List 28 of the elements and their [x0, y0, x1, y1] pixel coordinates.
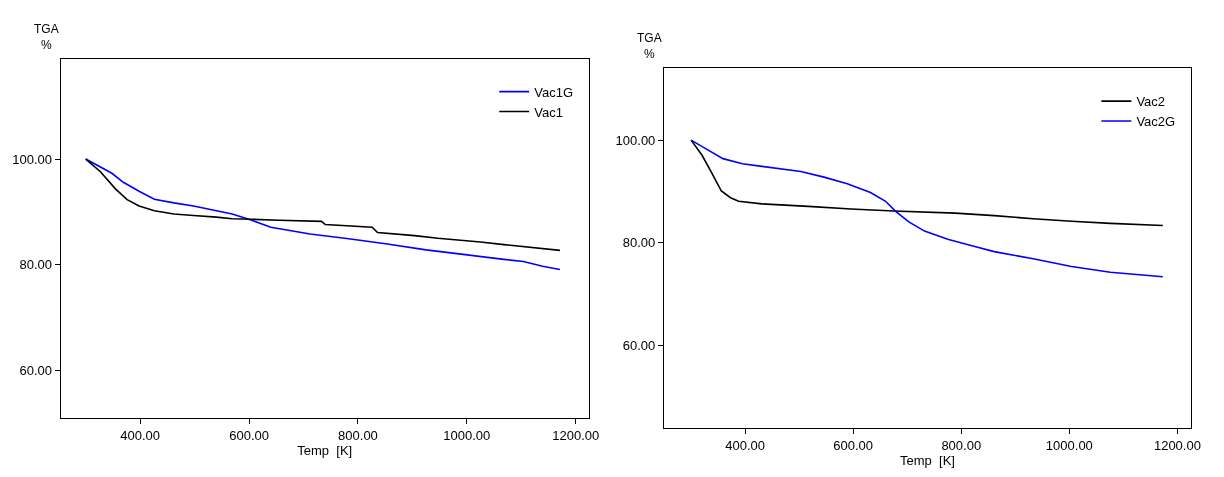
x-tick-label: 400.00 [725, 437, 765, 453]
line-series [84, 158, 561, 271]
y-tick-label: 80.00 [622, 235, 656, 251]
x-tick-label: 1000.00 [1045, 437, 1093, 453]
y-axis-title: TGA % [34, 22, 59, 52]
line-series [84, 158, 561, 252]
x-tick-label: 600.00 [833, 437, 874, 453]
x-tick-label: 600.00 [229, 427, 269, 443]
y-tick-label: 60.00 [19, 362, 52, 378]
y-axis-title: TGA % [637, 31, 662, 61]
x-tick-label: 400.00 [120, 427, 161, 443]
legend-label: Vac1G [534, 84, 574, 100]
x-tick-label: 1200.00 [552, 427, 600, 443]
x-tick-label: 1000.00 [443, 427, 491, 443]
x-axis-title: Temp [K] [297, 442, 353, 458]
line-series [690, 139, 1164, 278]
legend-label: Vac1 [534, 104, 563, 120]
line-series [690, 139, 1164, 227]
y-tick-label: 60.00 [622, 338, 656, 354]
legend-label: Vac2 [1136, 94, 1166, 110]
x-tick-label: 800.00 [338, 427, 378, 443]
x-axis-title: Temp [K] [900, 452, 955, 468]
y-tick-label: 100.00 [12, 151, 52, 167]
legend-label: Vac2G [1136, 114, 1176, 130]
x-tick-label: 1200.00 [1153, 437, 1201, 453]
x-tick-label: 800.00 [941, 437, 982, 453]
y-tick-label: 80.00 [19, 257, 52, 273]
y-tick-label: 100.00 [615, 132, 656, 148]
